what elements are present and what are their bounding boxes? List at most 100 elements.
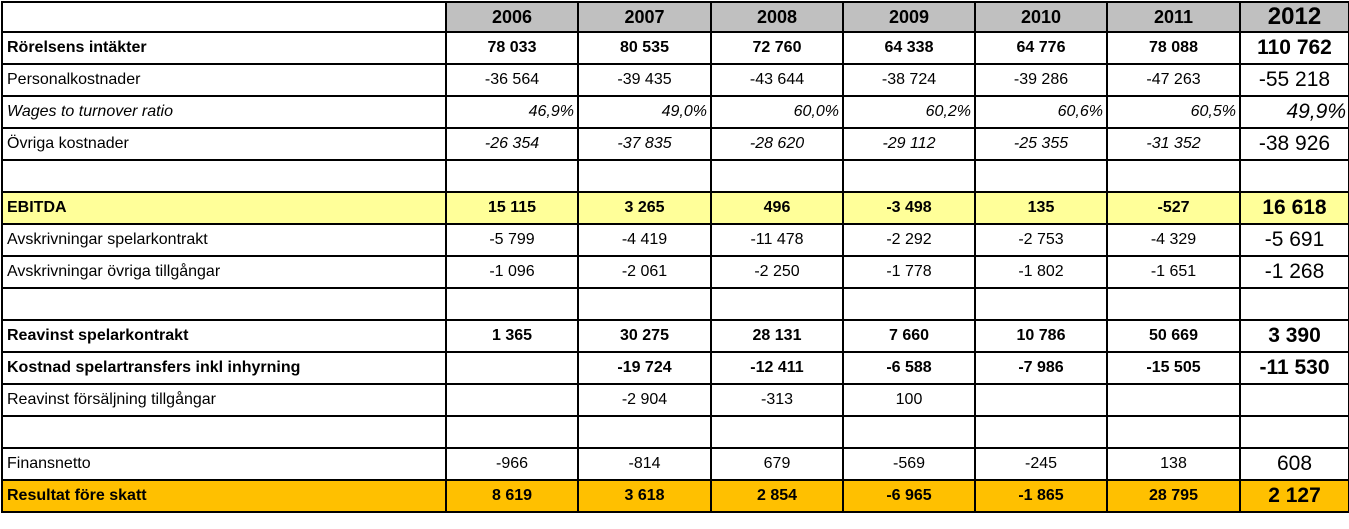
row-finansnetto: Finansnetto -966 -814 679 -569 -245 138 …: [1, 447, 1349, 481]
cell: -966: [445, 447, 579, 481]
empty-cell: [974, 415, 1108, 449]
cell: -11 530: [1239, 351, 1349, 385]
row-reavinst-forsaljning-tillgangar: Reavinst försäljning tillgångar -2 904 -…: [1, 383, 1349, 417]
cell: -47 263: [1106, 63, 1241, 97]
cell: -6 965: [842, 479, 976, 513]
row-label: EBITDA: [1, 191, 447, 225]
cell: -2 061: [577, 255, 712, 289]
cell: [1106, 383, 1241, 417]
empty-cell: [710, 159, 844, 193]
cell: 46,9%: [445, 95, 579, 129]
empty-cell: [577, 415, 712, 449]
cell: 28 131: [710, 319, 844, 353]
cell: 8 619: [445, 479, 579, 513]
row-label: Avskrivningar övriga tillgångar: [1, 255, 447, 289]
spacer-row: [1, 159, 1349, 193]
cell: -814: [577, 447, 712, 481]
empty-cell: [710, 287, 844, 321]
cell: -29 112: [842, 127, 976, 161]
cell: 135: [974, 191, 1108, 225]
cell: [974, 383, 1108, 417]
cell: 100: [842, 383, 976, 417]
row-label: Wages to turnover ratio: [1, 95, 447, 129]
cell: 60,6%: [974, 95, 1108, 129]
cell: 78 033: [445, 31, 579, 65]
cell: 138: [1106, 447, 1241, 481]
cell: 30 275: [577, 319, 712, 353]
cell: 49,0%: [577, 95, 712, 129]
cell: -43 644: [710, 63, 844, 97]
cell: [445, 351, 579, 385]
cell: 72 760: [710, 31, 844, 65]
cell: -1 096: [445, 255, 579, 289]
cell: -5 691: [1239, 223, 1349, 257]
cell: -38 926: [1239, 127, 1349, 161]
row-avskrivningar-ovriga-tillgangar: Avskrivningar övriga tillgångar -1 096 -…: [1, 255, 1349, 289]
cell: -1 778: [842, 255, 976, 289]
cell: -2 904: [577, 383, 712, 417]
row-label: Finansnetto: [1, 447, 447, 481]
row-kostnad-spelartransfers: Kostnad spelartransfers inkl inhyrning -…: [1, 351, 1349, 385]
cell: -31 352: [1106, 127, 1241, 161]
cell: -26 354: [445, 127, 579, 161]
header-row: 2006 2007 2008 2009 2010 2011 2012: [1, 1, 1349, 33]
row-resultat-fore-skatt: Resultat före skatt 8 619 3 618 2 854 -6…: [1, 479, 1349, 513]
empty-cell: [577, 287, 712, 321]
empty-cell: [1, 287, 447, 321]
row-label: Reavinst spelarkontrakt: [1, 319, 447, 353]
empty-cell: [974, 287, 1108, 321]
cell: -313: [710, 383, 844, 417]
row-reavinst-spelarkontrakt: Reavinst spelarkontrakt 1 365 30 275 28 …: [1, 319, 1349, 353]
empty-cell: [445, 287, 579, 321]
cell: -527: [1106, 191, 1241, 225]
cell: 496: [710, 191, 844, 225]
cell: 60,0%: [710, 95, 844, 129]
cell: 679: [710, 447, 844, 481]
cell: -1 651: [1106, 255, 1241, 289]
cell: 28 795: [1106, 479, 1241, 513]
cell: -28 620: [710, 127, 844, 161]
cell: -36 564: [445, 63, 579, 97]
cell: -1 802: [974, 255, 1108, 289]
cell: -245: [974, 447, 1108, 481]
row-ebitda: EBITDA 15 115 3 265 496 -3 498 135 -527 …: [1, 191, 1349, 225]
cell: -39 286: [974, 63, 1108, 97]
corner-cell: [1, 1, 447, 33]
spacer-row: [1, 287, 1349, 321]
row-label: Rörelsens intäkter: [1, 31, 447, 65]
cell: 64 776: [974, 31, 1108, 65]
empty-cell: [974, 159, 1108, 193]
empty-cell: [1, 159, 447, 193]
cell: 110 762: [1239, 31, 1349, 65]
empty-cell: [710, 415, 844, 449]
empty-cell: [1106, 415, 1241, 449]
cell: 1 365: [445, 319, 579, 353]
empty-cell: [445, 159, 579, 193]
cell: 64 338: [842, 31, 976, 65]
col-header-2007: 2007: [577, 1, 712, 33]
cell: [445, 383, 579, 417]
row-label: Resultat före skatt: [1, 479, 447, 513]
financial-table: 2006 2007 2008 2009 2010 2011 2012 Rörel…: [1, 1, 1349, 513]
cell: -25 355: [974, 127, 1108, 161]
cell: 7 660: [842, 319, 976, 353]
col-header-2008: 2008: [710, 1, 844, 33]
cell: [1239, 383, 1349, 417]
cell: 3 618: [577, 479, 712, 513]
cell: -4 329: [1106, 223, 1241, 257]
cell: 80 535: [577, 31, 712, 65]
cell: -4 419: [577, 223, 712, 257]
cell: 3 265: [577, 191, 712, 225]
cell: -15 505: [1106, 351, 1241, 385]
cell: -569: [842, 447, 976, 481]
empty-cell: [1239, 287, 1349, 321]
cell: 16 618: [1239, 191, 1349, 225]
col-header-2010: 2010: [974, 1, 1108, 33]
cell: -7 986: [974, 351, 1108, 385]
cell: -37 835: [577, 127, 712, 161]
empty-cell: [1106, 159, 1241, 193]
empty-cell: [842, 159, 976, 193]
empty-cell: [1, 415, 447, 449]
cell: -2 250: [710, 255, 844, 289]
cell: -19 724: [577, 351, 712, 385]
